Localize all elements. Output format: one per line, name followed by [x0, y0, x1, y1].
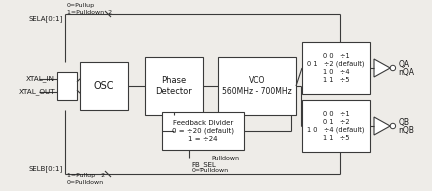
Text: 0=Pullup: 0=Pullup [67, 3, 95, 9]
Text: VCO
560MHz - 700MHz: VCO 560MHz - 700MHz [222, 76, 292, 96]
Text: Phase
Detector: Phase Detector [156, 76, 192, 96]
Bar [162, 112, 244, 150]
Text: XTAL_IN: XTAL_IN [26, 76, 55, 82]
Text: Feedback Divider
0 = ÷20 (default)
1 = ÷24: Feedback Divider 0 = ÷20 (default) 1 = ÷… [172, 120, 234, 142]
Text: 1=Pullup   2: 1=Pullup 2 [67, 172, 105, 177]
Text: OSC: OSC [94, 81, 114, 91]
Text: nQB: nQB [399, 126, 414, 135]
Bar [218, 57, 296, 115]
Text: 0=Pulldown: 0=Pulldown [191, 168, 229, 173]
Text: QB: QB [399, 117, 410, 126]
Text: FB_SEL: FB_SEL [191, 161, 216, 168]
Text: QA: QA [399, 60, 410, 69]
Circle shape [390, 65, 396, 71]
Text: Pulldown: Pulldown [211, 156, 239, 161]
Text: nQA: nQA [399, 69, 415, 78]
Text: 1=Pulldown  2: 1=Pulldown 2 [67, 11, 112, 15]
Text: 0=Pulldown: 0=Pulldown [67, 180, 104, 185]
Bar [80, 62, 128, 110]
Text: SELA[0:1]: SELA[0:1] [29, 16, 63, 22]
Bar [302, 42, 370, 94]
Text: 0 0   ÷1
0 1   ÷2 (default)
1 0   ÷4
1 1   ÷5: 0 0 ÷1 0 1 ÷2 (default) 1 0 ÷4 1 1 ÷5 [307, 53, 365, 83]
Polygon shape [374, 117, 390, 135]
Bar [302, 100, 370, 152]
Circle shape [390, 123, 396, 129]
Polygon shape [374, 59, 390, 77]
Text: 0 0   ÷1
0 1   ÷2
1 0   ÷4 (default)
1 1   ÷5: 0 0 ÷1 0 1 ÷2 1 0 ÷4 (default) 1 1 ÷5 [307, 111, 365, 141]
Bar [57, 72, 77, 100]
Bar [145, 57, 203, 115]
Text: XTAL_OUT: XTAL_OUT [19, 89, 55, 95]
Text: SELB[0:1]: SELB[0:1] [29, 166, 63, 172]
